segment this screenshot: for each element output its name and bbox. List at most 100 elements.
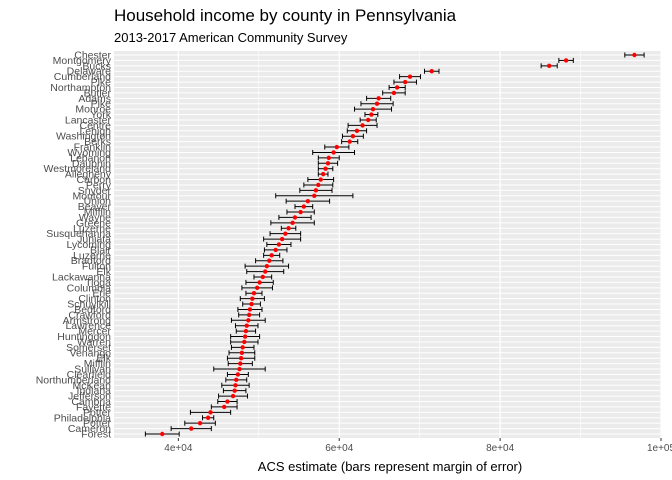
y-tick-label: Adams [78, 93, 111, 105]
data-point [326, 155, 331, 161]
y-tick-label: Northampton [50, 82, 111, 94]
y-tick-label: Fayette [76, 401, 111, 413]
y-tick-label: Greene [76, 217, 111, 229]
data-point [222, 404, 227, 410]
data-point [563, 58, 569, 63]
data-point [279, 236, 285, 242]
y-tick-label: Pike [91, 98, 112, 110]
y-tick-label: Wyoming [67, 147, 111, 159]
data-point [234, 377, 239, 383]
y-tick-label: Clearfield [67, 369, 112, 381]
data-point [632, 52, 637, 58]
y-tick-label: Clinton [78, 293, 111, 305]
y-tick-label: Chester [74, 50, 111, 62]
y-tick-label: Northumberland [36, 374, 111, 386]
data-point [208, 410, 213, 415]
y-tick-label: Cumberland [54, 71, 111, 83]
data-point [320, 171, 326, 177]
y-tick-label: Juniata [77, 234, 111, 246]
y-tick-label: Fulton [82, 261, 111, 273]
y-tick-label: Union [84, 196, 112, 208]
y-tick-label: Elk [96, 266, 111, 278]
y-tick-label: Somerset [66, 342, 111, 354]
y-tick-label: Lawrence [65, 320, 111, 332]
data-point [365, 117, 371, 123]
y-tick-label: Cameron [68, 423, 111, 435]
y-tick-label: Crawford [68, 309, 111, 321]
y-tick-label: Huntingdon [57, 331, 111, 343]
y-tick-label: Snyder [78, 185, 112, 197]
y-tick-label: Wayne [79, 212, 111, 224]
grid-layer [114, 51, 662, 438]
data-point [264, 263, 270, 269]
y-tick-label: Lycoming [66, 239, 111, 251]
data-point [254, 285, 260, 291]
y-tick-label: Lebanon [70, 152, 111, 164]
data-point [313, 188, 319, 193]
data-point [290, 220, 295, 226]
data-point [316, 182, 321, 188]
y-tick-label: Indiana [77, 385, 112, 397]
y-tick-label: Susquehanna [46, 228, 111, 240]
data-point [257, 280, 262, 285]
data-point [250, 296, 255, 301]
x-tick-label: 6e+04 [325, 443, 354, 454]
y-tick-label: Erie [92, 288, 111, 300]
data-point [246, 318, 251, 323]
data-point [407, 74, 413, 79]
data-point [242, 339, 247, 345]
y-tick-label: Warren [77, 336, 111, 348]
x-axis-title: ACS estimate (bars represent margin of e… [258, 459, 522, 474]
data-point [292, 215, 298, 220]
data-point [354, 128, 360, 133]
y-tick-label: Forest [81, 429, 111, 441]
data-point [370, 106, 376, 112]
y-tick-label: Carbon [77, 174, 112, 186]
y-tick-label: Beaver [78, 201, 112, 213]
data-point [350, 134, 356, 139]
y-axis-labels: ChesterMontgomeryBucksDelawareCumberland… [36, 50, 112, 441]
y-tick-label: Luzerne [73, 223, 111, 235]
data-point [160, 431, 165, 437]
data-point [276, 242, 282, 247]
y-tick-label: Mercer [78, 326, 111, 338]
x-tick-label: 4e+04 [164, 443, 193, 454]
chart-title: Household income by county in Pennsylvan… [114, 6, 457, 25]
y-tick-label: McKean [72, 380, 111, 392]
y-tick-label: Lancaster [65, 114, 112, 126]
point-layer [160, 52, 637, 437]
data-point [232, 388, 237, 393]
x-axis: 4e+04 6e+04 8e+04 1e+05 [164, 438, 672, 454]
data-point [283, 231, 288, 236]
data-point [197, 420, 203, 426]
y-tick-label: Potter [83, 418, 112, 430]
data-point [260, 274, 266, 280]
data-point [269, 253, 274, 258]
y-tick-label: Delaware [67, 66, 112, 78]
data-point [286, 226, 291, 231]
y-tick-label: Elk [96, 353, 111, 365]
data-point [369, 112, 374, 117]
chart-subtitle: 2013-2017 American Community Survey [114, 30, 348, 45]
data-point [240, 345, 245, 350]
y-tick-label: Bucks [82, 60, 111, 72]
data-point [263, 269, 268, 274]
data-point [305, 198, 311, 204]
y-tick-label: Philadelphia [54, 412, 111, 424]
y-tick-label: Montgomery [53, 55, 112, 67]
data-point [360, 123, 365, 128]
data-point [243, 328, 249, 334]
data-point [246, 312, 252, 318]
data-point [238, 361, 243, 366]
data-point [235, 372, 241, 377]
data-point [298, 209, 303, 215]
data-point [429, 69, 434, 74]
y-tick-label: Westmoreland [43, 163, 111, 175]
data-point [402, 79, 408, 85]
x-tick-label: 1e+05 [647, 443, 672, 454]
y-tick-label: Luzerne [73, 250, 111, 262]
y-tick-label: York [90, 109, 111, 121]
y-tick-label: Armstrong [63, 315, 112, 327]
